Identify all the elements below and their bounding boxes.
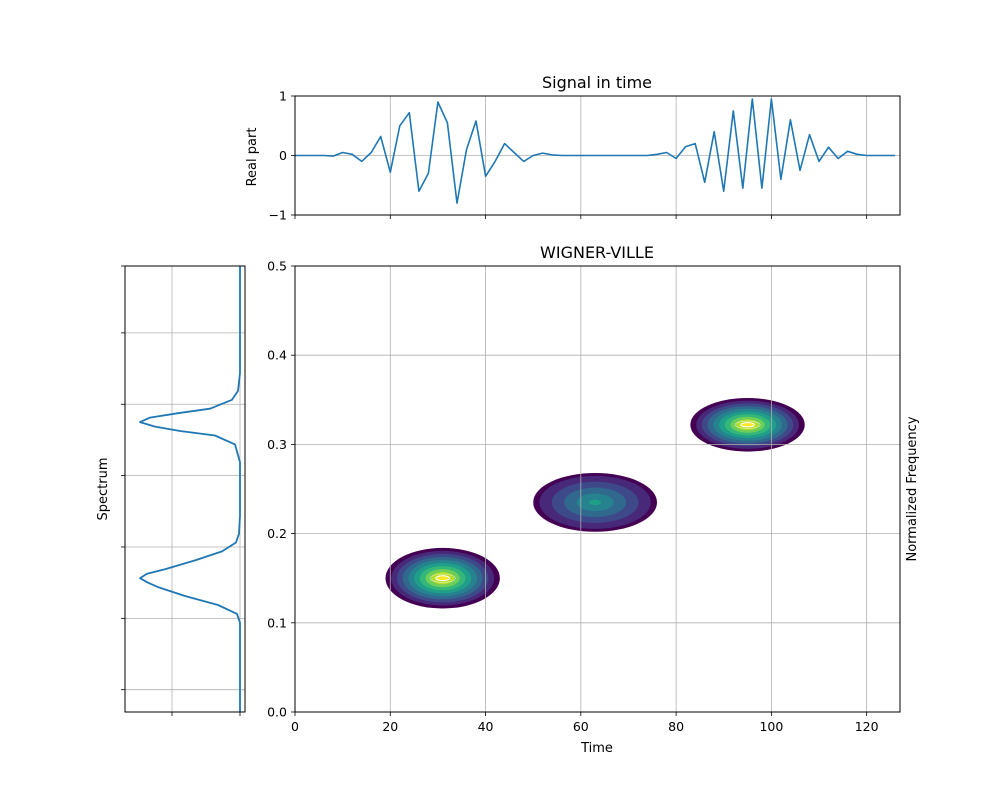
signal-ticks: −1 0 1 bbox=[269, 89, 868, 223]
wv-ylabel: Normalized Frequency bbox=[905, 416, 920, 561]
wv-xtick-label: 40 bbox=[478, 719, 494, 734]
spectrum-ticks bbox=[121, 265, 241, 716]
wv-ytick-label: 0.3 bbox=[267, 437, 287, 452]
wv-contour bbox=[741, 422, 754, 428]
wv-ytick-label: 0.2 bbox=[267, 526, 287, 541]
wv-xtick-label: 60 bbox=[573, 719, 589, 734]
wv-contour-center bbox=[734, 420, 761, 429]
wv-ytick-label: 0.0 bbox=[267, 705, 287, 720]
wv-xtick-label: 0 bbox=[291, 719, 299, 734]
signal-series bbox=[295, 98, 896, 204]
wv-blob bbox=[385, 547, 500, 609]
spectrum-chart: Spectrum bbox=[96, 265, 246, 716]
wv-ytick-label: 0.5 bbox=[267, 259, 287, 274]
wv-title: WIGNER-VILLE bbox=[540, 243, 654, 262]
spectrum-series bbox=[139, 266, 241, 712]
spectrum-frame bbox=[124, 265, 246, 713]
wv-heatmap bbox=[385, 397, 805, 609]
signal-chart: Signal in time Real part −1 0 1 bbox=[245, 73, 901, 223]
wv-ytick-label: 0.1 bbox=[267, 615, 287, 630]
wigner-ville-chart: WIGNER-VILLE Time Normalized Frequency 0… bbox=[267, 243, 920, 756]
spectrum-ylabel: Spectrum bbox=[96, 458, 111, 521]
wv-xtick-label: 20 bbox=[382, 719, 398, 734]
wv-xlabel: Time bbox=[580, 741, 613, 756]
wv-xtick-label: 100 bbox=[759, 719, 783, 734]
signal-line bbox=[295, 98, 896, 204]
wv-frame bbox=[294, 265, 901, 713]
wv-blob bbox=[533, 472, 658, 532]
signal-ytick-label: 0 bbox=[279, 148, 287, 163]
signal-ytick-label: 1 bbox=[279, 89, 287, 104]
wv-ytick-label: 0.4 bbox=[267, 348, 287, 363]
signal-title: Signal in time bbox=[542, 73, 652, 92]
wv-contour bbox=[588, 499, 602, 506]
wv-contour-center bbox=[429, 573, 456, 583]
wv-ticks: 0 20 40 60 80 100 120 0.0 0.1 0.2 0.3 0.4 0.5 bbox=[267, 259, 879, 735]
wv-xtick-label: 80 bbox=[668, 719, 684, 734]
wv-contour bbox=[436, 575, 449, 582]
wv-blob bbox=[690, 397, 805, 452]
wv-contour-center bbox=[435, 575, 451, 582]
signal-frame bbox=[294, 95, 901, 216]
spectrum-line bbox=[139, 266, 241, 712]
wv-xtick-label: 120 bbox=[855, 719, 879, 734]
wv-contour-center bbox=[740, 422, 755, 428]
spectrum-grid bbox=[125, 265, 245, 712]
signal-ytick-label: −1 bbox=[269, 208, 287, 223]
signal-ylabel: Real part bbox=[245, 128, 260, 187]
